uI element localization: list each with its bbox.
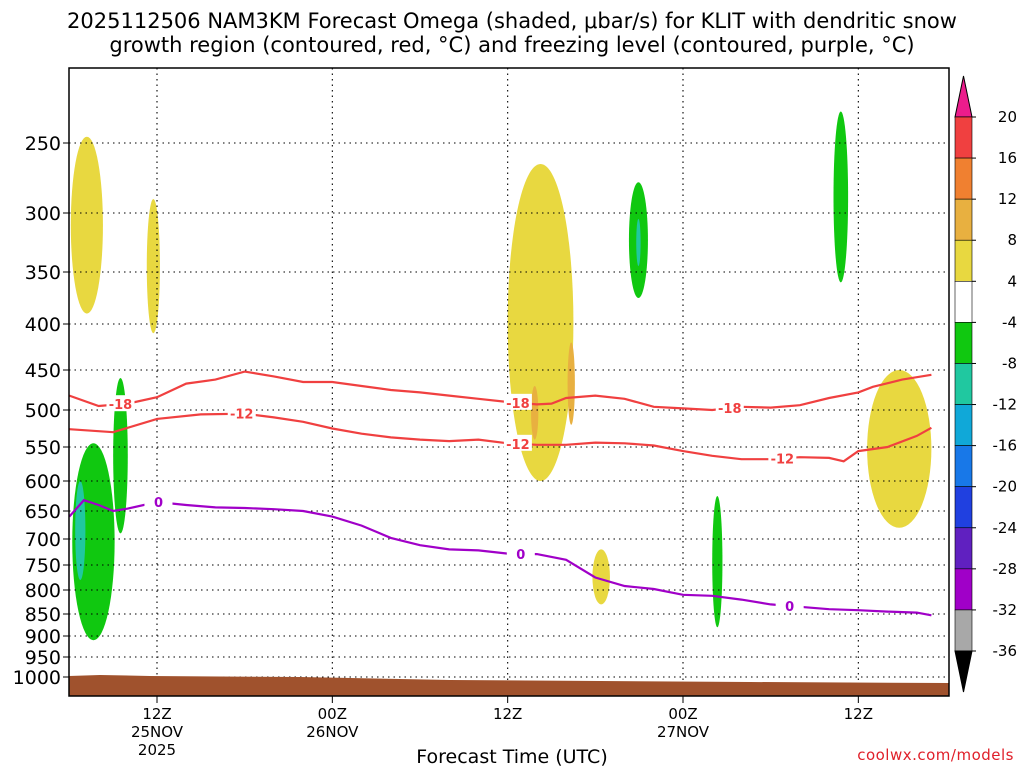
contour-label: -12	[506, 438, 530, 453]
x-tick-label: 00Z	[318, 705, 347, 723]
y-tick-label: 450	[25, 360, 61, 382]
colorbar-label: -32	[993, 601, 1018, 619]
contour-label-bg	[768, 449, 797, 466]
y-tick-label: 850	[25, 604, 61, 626]
chart-title-line-1: 2025112506 NAM3KM Forecast Omega (shaded…	[67, 9, 957, 33]
credit-link[interactable]: coolwx.com/models	[857, 746, 1014, 764]
colorbar-label: -8	[1002, 354, 1017, 372]
contour-label-bg	[227, 404, 256, 421]
y-tick-label: 1000	[13, 667, 61, 689]
omega-region-1	[146, 199, 160, 334]
x-tick-date: 27NOV	[657, 723, 710, 741]
y-tick-label: 550	[25, 437, 61, 459]
chart-title-line-2: growth region (contoured, red, °C) and f…	[109, 33, 915, 57]
plot-area	[69, 68, 949, 696]
contour-label: -18	[718, 402, 742, 417]
colorbar-label: -20	[993, 478, 1018, 496]
contour-lines: -18 -18 -18 -12 -12 -12 0 0 0	[68, 370, 932, 617]
colorbar-swatch	[954, 445, 973, 487]
y-tick-label: 400	[25, 314, 61, 336]
contour-label-bg	[503, 393, 532, 410]
y-tick-label: 350	[25, 262, 61, 284]
omega-region-13	[592, 549, 610, 605]
omega-region-12	[712, 495, 723, 628]
terrain-fill	[69, 675, 949, 696]
colorbar-swatch	[954, 322, 973, 364]
x-tick-year: 2025	[138, 741, 176, 759]
contour-1	[69, 412, 932, 463]
colorbar-label: 12	[998, 190, 1017, 208]
colorbar-swatch	[954, 363, 973, 405]
colorbar-swatch	[954, 198, 973, 241]
colorbar-label: 20	[998, 108, 1017, 126]
colorbar-label: 8	[1007, 231, 1017, 249]
omega-region-9	[636, 218, 641, 267]
y-tick-label: 950	[25, 647, 61, 669]
y-tick-label: 750	[25, 555, 61, 577]
y-tick-label: 650	[25, 501, 61, 523]
colorbar-label: -4	[1002, 313, 1017, 331]
y-tick-label: 800	[25, 580, 61, 602]
y-tick-label: 250	[25, 133, 61, 155]
contour-label-bg	[506, 544, 535, 561]
x-tick-date: 26NOV	[306, 723, 359, 741]
omega-region-7	[567, 342, 575, 425]
colorbar-swatch	[954, 239, 973, 282]
x-axis-label: Forecast Time (UTC)	[416, 746, 608, 768]
colorbar-label: 16	[998, 149, 1017, 167]
colorbar-label: -12	[993, 396, 1018, 414]
contour-label-bg	[715, 399, 744, 416]
y-tick-label: 600	[25, 471, 61, 493]
omega-region-6	[531, 386, 539, 440]
contour-label: 0	[516, 548, 525, 563]
contour-label: -18	[109, 398, 133, 413]
colorbar-swatch	[954, 568, 973, 611]
contour-label: -12	[771, 452, 795, 467]
colorbar-label: -36	[993, 642, 1018, 660]
x-tick-label: 12Z	[142, 705, 171, 723]
x-tick-label: 00Z	[668, 705, 697, 723]
colorbar-swatch	[954, 609, 973, 652]
contour-label: -12	[230, 408, 254, 423]
colorbar-label: -28	[993, 560, 1018, 578]
x-tick-label: 12Z	[493, 705, 522, 723]
colorbar-bottom-arrow	[954, 650, 973, 693]
colorbar-swatch	[954, 527, 973, 570]
omega-region-5	[507, 164, 574, 481]
y-tick-label: 900	[25, 626, 61, 648]
contour-label-bg	[144, 493, 173, 510]
colorbar-swatch	[954, 157, 973, 200]
contour-label: 0	[785, 600, 794, 615]
colorbar-top-arrow	[954, 75, 973, 118]
contour-label-bg	[503, 434, 532, 451]
colorbar-label: -16	[993, 437, 1018, 455]
plot-frame	[68, 67, 950, 697]
colorbar-label: 4	[1007, 272, 1017, 290]
colorbar: 20 16 12 8 4 -4 -8 -12 -16 -20 -24 -28 -32 -36	[954, 75, 1018, 693]
colorbar-swatch	[954, 486, 973, 529]
contour-label-bg	[775, 596, 804, 613]
x-tick-date: 25NOV	[131, 723, 184, 741]
colorbar-swatch	[954, 116, 973, 159]
contour-label: 0	[154, 496, 163, 511]
terrain-ground-layer	[69, 675, 949, 696]
colorbar-label: -24	[993, 519, 1018, 537]
omega-region-0	[70, 136, 103, 314]
colorbar-swatch	[954, 404, 973, 446]
colorbar-swatch	[954, 281, 973, 323]
omega-region-4	[113, 378, 128, 534]
y-axis: 2503003504004505005506006507007508008509…	[13, 133, 69, 689]
omega-region-11	[833, 111, 849, 283]
y-tick-label: 500	[25, 400, 61, 422]
contour-label-bg	[106, 395, 135, 412]
x-tick-label: 12Z	[844, 705, 873, 723]
y-tick-label: 300	[25, 203, 61, 225]
contour-label: -18	[506, 397, 530, 412]
y-tick-label: 700	[25, 529, 61, 551]
